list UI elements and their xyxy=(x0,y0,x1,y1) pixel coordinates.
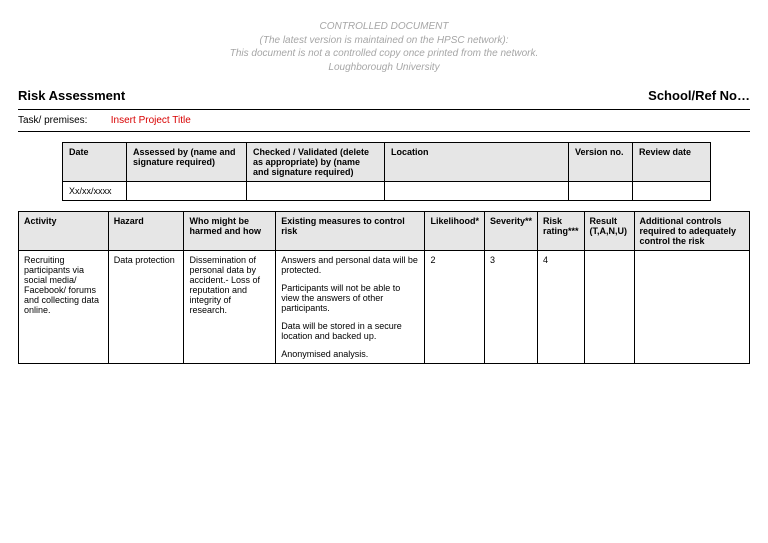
col-header: Hazard xyxy=(108,212,184,251)
task-value: Insert Project Title xyxy=(111,115,191,126)
col-header: Checked / Validated (delete as appropria… xyxy=(247,143,385,182)
col-header: Result (T,A,N,U) xyxy=(584,212,634,251)
table-row: Recruiting participants via social media… xyxy=(19,251,750,364)
cell-additional xyxy=(634,251,750,364)
col-header: Existing measures to control risk xyxy=(276,212,425,251)
title-row: Risk Assessment School/Ref No… xyxy=(18,88,750,103)
ref-no: School/Ref No… xyxy=(648,88,750,103)
table-header-row: Date Assessed by (name and signature req… xyxy=(63,143,711,182)
measure-text: Participants will not be able to view th… xyxy=(281,283,419,313)
cell-assessed xyxy=(127,182,247,201)
measure-text: Data will be stored in a secure location… xyxy=(281,321,419,341)
col-header: Likelihood* xyxy=(425,212,485,251)
cell-measures: Answers and personal data will be protec… xyxy=(276,251,425,364)
cell-severity: 3 xyxy=(484,251,537,364)
measure-text: Anonymised analysis. xyxy=(281,349,419,359)
controlled-line: Loughborough University xyxy=(18,61,750,75)
controlled-line: CONTROLLED DOCUMENT xyxy=(18,20,750,34)
measure-text: Answers and personal data will be protec… xyxy=(281,255,419,275)
cell-version xyxy=(569,182,633,201)
col-header: Location xyxy=(385,143,569,182)
cell-who: Dissemination of personal data by accide… xyxy=(184,251,276,364)
controlled-line: (The latest version is maintained on the… xyxy=(18,34,750,48)
col-header: Activity xyxy=(19,212,109,251)
cell-risk: 4 xyxy=(538,251,585,364)
controlled-header: CONTROLLED DOCUMENT (The latest version … xyxy=(18,20,750,74)
controlled-line: This document is not a controlled copy o… xyxy=(18,47,750,61)
task-line: Task/ premises: Insert Project Title xyxy=(18,109,750,132)
cell-result xyxy=(584,251,634,364)
col-header: Review date xyxy=(633,143,711,182)
table-header-row: Activity Hazard Who might be harmed and … xyxy=(19,212,750,251)
page-title: Risk Assessment xyxy=(18,88,125,103)
table-row: Xx/xx/xxxx xyxy=(63,182,711,201)
cell-likelihood: 2 xyxy=(425,251,485,364)
cell-activity: Recruiting participants via social media… xyxy=(19,251,109,364)
cell-location xyxy=(385,182,569,201)
task-label: Task/ premises: xyxy=(18,115,108,126)
cell-hazard: Data protection xyxy=(108,251,184,364)
col-header: Date xyxy=(63,143,127,182)
risk-table: Activity Hazard Who might be harmed and … xyxy=(18,211,750,364)
cell-review xyxy=(633,182,711,201)
col-header: Additional controls required to adequate… xyxy=(634,212,750,251)
col-header: Risk rating*** xyxy=(538,212,585,251)
meta-table: Date Assessed by (name and signature req… xyxy=(62,142,711,201)
col-header: Assessed by (name and signature required… xyxy=(127,143,247,182)
col-header: Version no. xyxy=(569,143,633,182)
col-header: Severity** xyxy=(484,212,537,251)
cell-checked xyxy=(247,182,385,201)
cell-date: Xx/xx/xxxx xyxy=(63,182,127,201)
col-header: Who might be harmed and how xyxy=(184,212,276,251)
